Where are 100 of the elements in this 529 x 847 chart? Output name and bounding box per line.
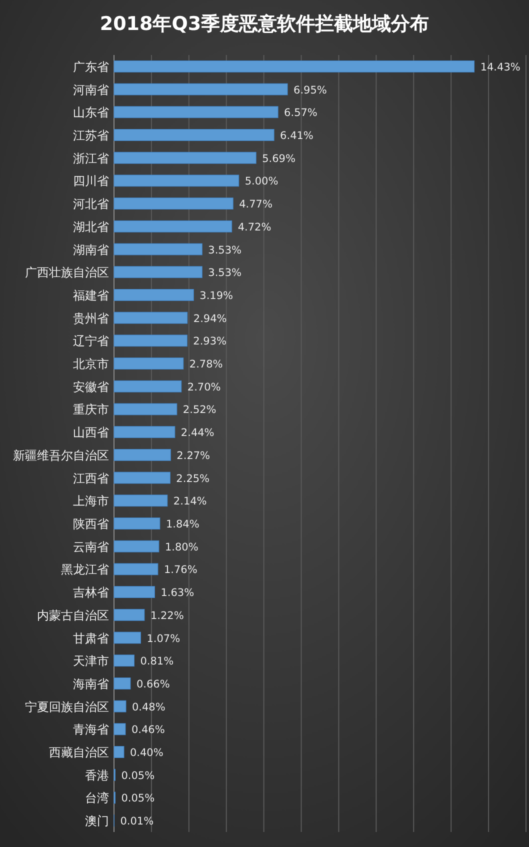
y-tick-label: 河北省 bbox=[73, 197, 109, 212]
bar bbox=[114, 312, 188, 324]
data-label: 2.70% bbox=[187, 381, 221, 394]
bar bbox=[114, 334, 188, 347]
bar bbox=[114, 518, 160, 530]
data-label: 0.01% bbox=[120, 816, 154, 828]
bar bbox=[114, 106, 278, 118]
data-label: 4.77% bbox=[239, 198, 272, 211]
y-tick-label: 香港 bbox=[85, 768, 109, 782]
bar bbox=[114, 654, 134, 667]
data-label: 5.00% bbox=[244, 176, 278, 188]
y-tick-label: 贵州省 bbox=[73, 311, 109, 326]
data-label: 1.63% bbox=[160, 587, 194, 600]
bar bbox=[114, 723, 126, 736]
data-label: 2.27% bbox=[176, 450, 210, 462]
y-tick-label: 黑龙江省 bbox=[61, 562, 109, 577]
y-tick-label: 天津市 bbox=[73, 654, 109, 668]
y-tick-label: 江苏省 bbox=[73, 128, 109, 142]
y-tick-label: 甘肃省 bbox=[73, 631, 109, 646]
data-label: 2.14% bbox=[173, 496, 207, 508]
data-label: 1.76% bbox=[164, 564, 198, 576]
y-tick-label: 内蒙古自治区 bbox=[37, 608, 109, 622]
data-label: 6.57% bbox=[284, 107, 318, 120]
data-label: 0.66% bbox=[136, 678, 170, 690]
y-tick-label: 西藏自治区 bbox=[49, 746, 109, 760]
data-label: 2.25% bbox=[176, 472, 210, 485]
data-label: 2.52% bbox=[182, 404, 216, 416]
y-tick-label: 安徽省 bbox=[73, 380, 109, 394]
y-tick-label: 上海市 bbox=[73, 494, 109, 508]
data-label: 3.53% bbox=[208, 267, 242, 280]
bar bbox=[114, 403, 178, 416]
bar bbox=[114, 448, 171, 461]
y-tick-label: 北京市 bbox=[73, 357, 109, 372]
data-label: 1.80% bbox=[164, 541, 198, 554]
y-tick-label: 台湾 bbox=[85, 791, 109, 806]
bar bbox=[114, 746, 124, 758]
bar bbox=[114, 472, 170, 484]
data-label: 0.05% bbox=[121, 770, 155, 782]
data-label: 3.53% bbox=[208, 244, 242, 256]
data-label: 2.78% bbox=[189, 358, 223, 371]
bar bbox=[114, 174, 240, 187]
bar bbox=[114, 83, 288, 96]
bar bbox=[114, 220, 232, 232]
bar bbox=[114, 380, 182, 392]
data-label: 0.81% bbox=[140, 656, 174, 668]
bar bbox=[114, 129, 274, 141]
data-label: 6.95% bbox=[294, 84, 327, 96]
data-label: 2.93% bbox=[193, 336, 227, 348]
bar bbox=[114, 358, 184, 370]
data-label: 5.69% bbox=[262, 152, 296, 165]
data-label: 1.84% bbox=[166, 518, 200, 530]
y-tick-label: 山西省 bbox=[73, 426, 109, 440]
data-label: 2.44% bbox=[180, 427, 214, 440]
bar bbox=[114, 677, 131, 690]
bar bbox=[114, 586, 155, 598]
bar bbox=[114, 700, 126, 712]
y-tick-label: 广东省 bbox=[73, 60, 109, 74]
y-tick-label: 辽宁省 bbox=[73, 334, 109, 348]
bar bbox=[114, 288, 194, 301]
bar bbox=[114, 540, 160, 552]
bar bbox=[114, 608, 145, 621]
y-tick-label: 河南省 bbox=[73, 82, 109, 97]
chart-title: 2018年Q3季度恶意软件拦截地域分布 bbox=[100, 13, 430, 35]
bar bbox=[114, 198, 234, 210]
data-label: 1.22% bbox=[150, 610, 184, 622]
data-label: 0.40% bbox=[130, 747, 164, 760]
y-tick-label: 新疆维吾尔自治区 bbox=[13, 448, 109, 462]
y-tick-label: 四川省 bbox=[73, 174, 109, 188]
y-tick-label: 福建省 bbox=[73, 288, 109, 302]
y-tick-label: 陕西省 bbox=[73, 516, 109, 531]
bar bbox=[114, 632, 141, 644]
bar bbox=[114, 494, 168, 507]
y-tick-label: 重庆市 bbox=[73, 402, 109, 417]
data-label: 3.19% bbox=[200, 290, 234, 302]
y-tick-label: 海南省 bbox=[73, 676, 109, 691]
y-tick-label: 湖南省 bbox=[73, 242, 109, 257]
bar bbox=[114, 563, 158, 576]
bar bbox=[114, 426, 176, 438]
y-tick-label: 湖北省 bbox=[73, 220, 109, 234]
data-label: 1.07% bbox=[146, 632, 180, 645]
y-tick-label: 山东省 bbox=[73, 106, 109, 120]
bar bbox=[114, 152, 256, 164]
y-tick-label: 云南省 bbox=[73, 540, 109, 554]
bar bbox=[114, 60, 475, 72]
data-label: 0.05% bbox=[121, 792, 155, 805]
data-label: 14.43% bbox=[480, 61, 520, 74]
y-tick-label: 江西省 bbox=[73, 471, 109, 486]
data-label: 4.72% bbox=[238, 221, 272, 234]
y-tick-label: 吉林省 bbox=[73, 586, 109, 600]
bar bbox=[114, 266, 202, 278]
y-tick-label: 浙江省 bbox=[73, 151, 109, 166]
y-tick-label: 澳门 bbox=[85, 814, 109, 828]
data-label: 2.94% bbox=[193, 312, 227, 325]
y-tick-label: 广西壮族自治区 bbox=[25, 266, 109, 280]
y-tick-label: 青海省 bbox=[73, 722, 109, 737]
data-label: 0.46% bbox=[131, 724, 165, 736]
data-label: 0.48% bbox=[132, 701, 166, 714]
bar bbox=[114, 243, 202, 256]
data-label: 6.41% bbox=[280, 130, 314, 142]
y-tick-label: 宁夏回族自治区 bbox=[25, 700, 109, 714]
